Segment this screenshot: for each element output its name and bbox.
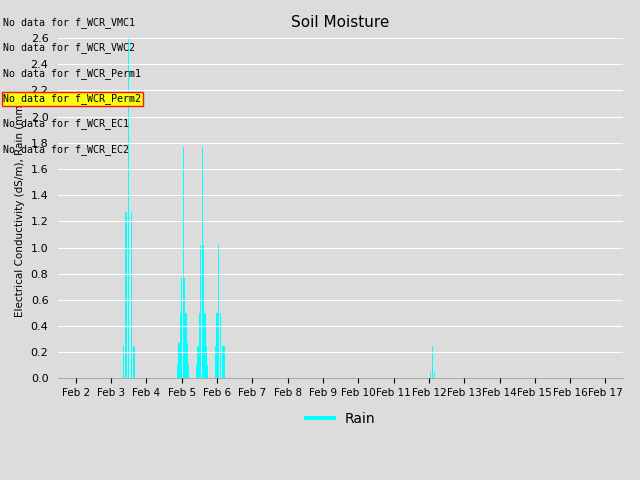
Bar	[221, 346, 223, 378]
Bar	[432, 346, 433, 378]
Bar	[188, 365, 189, 378]
Bar	[220, 313, 221, 378]
Bar	[218, 245, 220, 378]
Bar	[207, 365, 209, 378]
Bar	[216, 313, 218, 378]
Text: No data for f_WCR_Perm1: No data for f_WCR_Perm1	[3, 68, 141, 79]
Legend: Rain: Rain	[300, 406, 381, 431]
Bar	[202, 147, 203, 378]
Bar	[433, 372, 435, 378]
Text: No data for f_WCR_EC2: No data for f_WCR_EC2	[3, 144, 129, 155]
Bar	[206, 346, 207, 378]
Bar	[181, 277, 182, 378]
Bar	[123, 346, 124, 378]
Bar	[179, 343, 180, 378]
Bar	[128, 38, 129, 378]
Bar	[182, 147, 184, 378]
Bar	[186, 313, 187, 378]
Bar	[184, 277, 185, 378]
Bar	[203, 245, 204, 378]
Title: Soil Moisture: Soil Moisture	[291, 15, 390, 30]
Bar	[131, 212, 132, 378]
Bar	[214, 346, 216, 378]
Bar	[223, 346, 225, 378]
Bar	[187, 343, 188, 378]
Bar	[177, 365, 178, 378]
Bar	[430, 372, 431, 378]
Bar	[199, 313, 200, 378]
Y-axis label: Electrical Conductivity (dS/m), Rain (mm): Electrical Conductivity (dS/m), Rain (mm…	[15, 100, 25, 316]
Text: No data for f_WCR_VMC1: No data for f_WCR_VMC1	[3, 17, 135, 28]
Bar	[196, 365, 197, 378]
Bar	[204, 313, 205, 378]
Bar	[125, 212, 127, 378]
Text: No data for f_WCR_VWC2: No data for f_WCR_VWC2	[3, 42, 135, 53]
Bar	[197, 346, 198, 378]
Bar	[180, 313, 181, 378]
Bar	[200, 245, 202, 378]
Text: No data for f_WCR_Perm2: No data for f_WCR_Perm2	[3, 93, 141, 104]
Text: No data for f_WCR_EC1: No data for f_WCR_EC1	[3, 119, 129, 130]
